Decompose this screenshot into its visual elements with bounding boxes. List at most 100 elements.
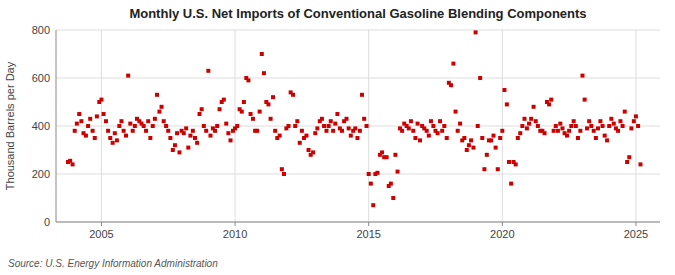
- point: [153, 117, 157, 121]
- point: [476, 124, 480, 128]
- point: [128, 122, 132, 126]
- y-tick-label: 0: [44, 216, 50, 228]
- point: [391, 196, 395, 200]
- point: [409, 119, 413, 123]
- point: [333, 122, 337, 126]
- title: Monthly U.S. Net Imports of Conventional…: [129, 6, 586, 21]
- x-tick-mark: [635, 222, 636, 226]
- point: [431, 124, 435, 128]
- point: [340, 129, 344, 133]
- point: [249, 112, 253, 116]
- point: [407, 126, 411, 130]
- point: [177, 150, 181, 154]
- point: [204, 129, 208, 133]
- point: [311, 150, 315, 154]
- point: [456, 129, 460, 133]
- point: [295, 119, 299, 123]
- point: [365, 124, 369, 128]
- point: [155, 93, 159, 97]
- y-tick-label: 800: [32, 24, 50, 36]
- point: [355, 136, 359, 140]
- point: [175, 131, 179, 135]
- point: [607, 124, 611, 128]
- x-tick-label: 2005: [89, 228, 113, 240]
- chart: 020040060080020052010201520202025Monthly…: [0, 0, 675, 275]
- point: [596, 126, 600, 130]
- point: [208, 134, 212, 138]
- point: [371, 203, 375, 207]
- x-tick-mark: [101, 222, 102, 226]
- point: [173, 143, 177, 147]
- point: [113, 131, 117, 135]
- x-tick-label: 2010: [223, 228, 247, 240]
- point: [436, 131, 440, 135]
- point: [186, 146, 190, 150]
- x-grid-line: [502, 30, 503, 222]
- point: [226, 131, 230, 135]
- point: [111, 141, 115, 145]
- point: [418, 138, 422, 142]
- x-tick-mark: [368, 222, 369, 226]
- source-note: Source: U.S. Energy Information Administ…: [8, 258, 218, 269]
- point: [451, 62, 455, 66]
- point: [585, 126, 589, 130]
- point: [157, 110, 161, 114]
- point: [307, 148, 311, 152]
- point: [462, 136, 466, 140]
- point: [629, 126, 633, 130]
- point: [229, 138, 233, 142]
- point: [489, 138, 493, 142]
- point: [529, 117, 533, 121]
- point: [144, 129, 148, 133]
- point: [505, 102, 509, 106]
- point: [148, 136, 152, 140]
- point: [572, 119, 576, 123]
- point: [569, 124, 573, 128]
- point: [320, 117, 324, 121]
- point: [313, 131, 317, 135]
- point: [151, 124, 155, 128]
- x-tick-label: 2015: [356, 228, 380, 240]
- point: [594, 136, 598, 140]
- point: [482, 167, 486, 171]
- point: [182, 131, 186, 135]
- point: [240, 110, 244, 114]
- point: [369, 182, 373, 186]
- point: [133, 124, 137, 128]
- point: [95, 114, 99, 118]
- point: [79, 119, 83, 123]
- point: [494, 146, 498, 150]
- point: [589, 124, 593, 128]
- point: [99, 98, 103, 102]
- point: [68, 159, 72, 163]
- point: [115, 138, 119, 142]
- point: [389, 182, 393, 186]
- y-grid-line: [56, 174, 660, 175]
- y-tick-label: 600: [32, 72, 50, 84]
- point: [380, 150, 384, 154]
- point: [587, 119, 591, 123]
- point: [567, 129, 571, 133]
- point: [293, 124, 297, 128]
- point: [400, 129, 404, 133]
- point: [198, 112, 202, 116]
- point: [458, 122, 462, 126]
- point: [425, 129, 429, 133]
- point: [315, 126, 319, 130]
- point: [514, 162, 518, 166]
- point: [491, 134, 495, 138]
- point: [507, 160, 511, 164]
- y-tick-label: 400: [32, 120, 50, 132]
- point: [518, 131, 522, 135]
- point: [195, 141, 199, 145]
- y-tick-label: 200: [32, 168, 50, 180]
- point: [193, 136, 197, 140]
- point: [235, 124, 239, 128]
- point: [621, 124, 625, 128]
- point: [222, 98, 226, 102]
- y-grid-line: [56, 78, 660, 79]
- point: [496, 167, 500, 171]
- point: [467, 143, 471, 147]
- point: [636, 124, 640, 128]
- point: [160, 105, 164, 109]
